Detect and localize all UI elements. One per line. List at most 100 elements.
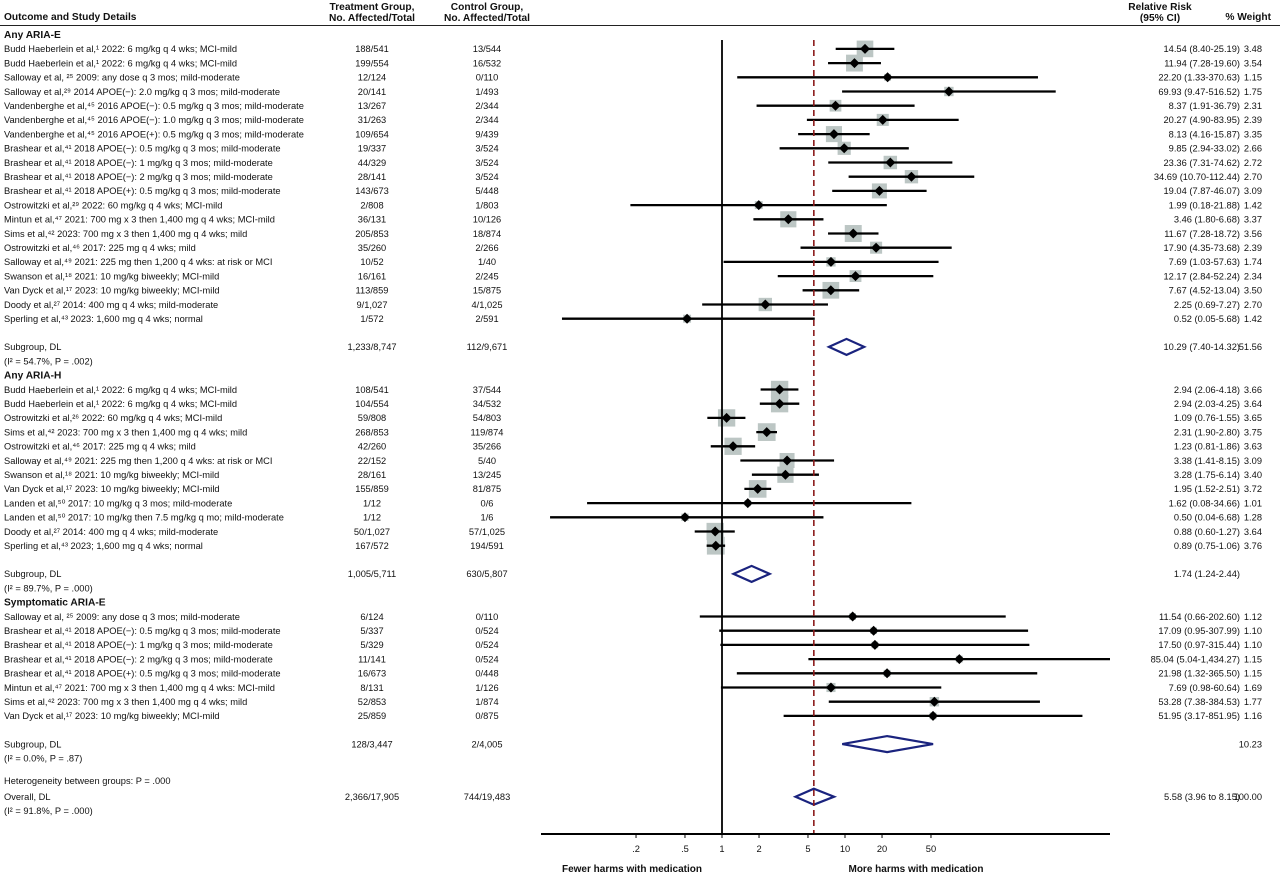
study-rr-ci: 17.50 (0.97-315.44)	[1158, 640, 1240, 650]
subgroup-treatment-count: 1,233/8,747	[347, 342, 396, 352]
study-control-count: 1/803	[475, 200, 498, 210]
study-treatment-count: 36/131	[358, 215, 386, 225]
header-treatment-line2: No. Affected/Total	[329, 13, 415, 24]
forest-rows: Any ARIA-E Budd Haeberlein et al,¹ 2022: …	[4, 30, 1262, 854]
subgroup-heterogeneity: (I² = 54.7%, P = .002)	[4, 356, 93, 366]
overall-control-count: 744/19,483	[464, 792, 511, 802]
subgroup-control-count: 630/5,807	[466, 569, 507, 579]
study-treatment-count: 35/260	[358, 243, 386, 253]
study-rr-ci: 85.04 (5.04-1,434.27)	[1151, 654, 1240, 664]
study-rr-ci: 17.90 (4.35-73.68)	[1164, 243, 1241, 253]
study-weight: 3.66	[1244, 385, 1262, 395]
study-label: Ostrowitzki et al,⁴⁶ 2017: 225 mg q 4 wk…	[4, 243, 196, 253]
study-control-count: 4/1,025	[471, 300, 502, 310]
study-weight: 1.74	[1244, 257, 1262, 267]
study-control-count: 1/874	[475, 697, 498, 707]
study-point	[682, 313, 693, 324]
header-weight: % Weight	[1225, 12, 1271, 23]
study-point	[780, 469, 791, 480]
footer-fewer-harms: Fewer harms with medication	[562, 864, 702, 874]
study-weight: 3.54	[1244, 58, 1262, 68]
x-tick-label: 1	[719, 844, 724, 854]
study-label: Vandenberghe et al,⁴⁵ 2016 APOE(−): 1.0 …	[4, 115, 304, 125]
study-control-count: 194/591	[470, 541, 504, 551]
study-weight: 2.70	[1244, 300, 1262, 310]
study-rr-ci: 7.67 (4.52-13.04)	[1169, 286, 1240, 296]
study-rr-ci: 17.09 (0.95-307.99)	[1158, 626, 1240, 636]
header-control-line1: Control Group,	[451, 2, 524, 13]
study-weight: 3.65	[1244, 413, 1262, 423]
study-point	[753, 200, 764, 211]
study-rr-ci: 12.17 (2.84-52.24)	[1164, 271, 1241, 281]
study-rr-ci: 51.95 (3.17-851.95)	[1158, 711, 1240, 721]
study-rr-ci: 14.54 (8.40-25.19)	[1164, 44, 1241, 54]
study-point	[847, 611, 858, 622]
study-weight: 1.16	[1244, 711, 1262, 721]
study-label: Salloway et al, ²⁵ 2009: any dose q 3 mo…	[4, 73, 240, 83]
study-treatment-count: 143/673	[355, 186, 389, 196]
study-point	[761, 427, 772, 438]
study-weight: 3.72	[1244, 484, 1262, 494]
study-rr-ci: 2.31 (1.90-2.80)	[1174, 427, 1240, 437]
study-weight: 3.75	[1244, 427, 1262, 437]
study-control-count: 0/524	[475, 640, 498, 650]
study-control-count: 5/448	[475, 186, 498, 196]
study-point	[859, 43, 870, 54]
study-control-count: 1/493	[475, 87, 498, 97]
overall-treatment-count: 2,366/17,905	[345, 792, 399, 802]
study-control-count: 16/532	[473, 58, 501, 68]
study-point	[782, 455, 793, 466]
study-point	[760, 299, 771, 310]
study-treatment-count: 1/12	[363, 513, 381, 523]
study-weight: 2.34	[1244, 271, 1262, 281]
study-label: Sims et al,⁴² 2023: 700 mg x 3 then 1,40…	[4, 427, 247, 437]
subgroup-heterogeneity: (I² = 89.7%, P = .000)	[4, 583, 93, 593]
study-control-count: 1/6	[481, 513, 494, 523]
study-control-count: 0/6	[481, 498, 494, 508]
study-label: Swanson et al,¹⁸ 2021: 10 mg/kg biweekly…	[4, 470, 219, 480]
subgroup-diamond	[826, 337, 867, 357]
study-label: Salloway et al,⁴⁹ 2021: 225 mg then 1,20…	[4, 456, 272, 466]
study-label: Brashear et al,⁴¹ 2018 APOE(+): 0.5 mg/k…	[4, 669, 281, 679]
study-label: Swanson et al,¹⁸ 2021: 10 mg/kg biweekly…	[4, 271, 219, 281]
study-point	[710, 526, 721, 537]
study-control-count: 5/40	[478, 456, 496, 466]
study-label: Salloway et al,⁴⁹ 2021: 225 mg then 1,20…	[4, 257, 272, 267]
study-label: Budd Haeberlein et al,¹ 2022: 6 mg/kg q …	[4, 44, 237, 54]
study-label: Ostrowitzki et al,²⁹ 2022: 60 mg/kg q 4 …	[4, 200, 222, 210]
subgroup-treatment-count: 128/3,447	[351, 739, 392, 749]
study-rr-ci: 11.67 (7.28-18.72)	[1164, 229, 1240, 239]
study-label: Vandenberghe et al,⁴⁵ 2016 APOE(−): 0.5 …	[4, 101, 304, 111]
study-label: Sims et al,⁴² 2023: 700 mg x 3 then 1,40…	[4, 229, 247, 239]
study-treatment-count: 52/853	[358, 697, 386, 707]
study-weight: 3.09	[1244, 186, 1262, 196]
study-control-count: 3/524	[475, 144, 498, 154]
x-tick-label: 50	[926, 844, 936, 854]
study-treatment-count: 1/12	[363, 498, 381, 508]
study-treatment-count: 31/263	[358, 115, 386, 125]
study-control-count: 0/524	[475, 626, 498, 636]
study-weight: 3.09	[1244, 456, 1262, 466]
study-rr-ci: 0.52 (0.05-5.68)	[1174, 314, 1240, 324]
study-weight: 1.10	[1244, 640, 1262, 650]
study-point	[839, 143, 850, 154]
study-weight: 1.15	[1244, 654, 1262, 664]
study-label: Salloway et al,²⁹ 2014 APOE(−): 2.0 mg/k…	[4, 87, 280, 97]
study-control-count: 0/110	[476, 612, 499, 622]
study-weight: 3.64	[1244, 399, 1262, 409]
study-weight: 1.69	[1244, 683, 1262, 693]
study-weight: 3.56	[1244, 229, 1262, 239]
header-control-line2: No. Affected/Total	[444, 13, 530, 24]
study-point	[774, 384, 785, 395]
study-label: Brashear et al,⁴¹ 2018 APOE(−): 0.5 mg/k…	[4, 626, 281, 636]
study-rr-ci: 19.04 (7.87-46.07)	[1164, 186, 1241, 196]
study-control-count: 1/40	[478, 257, 496, 267]
study-label: Vandenberghe et al,⁴⁵ 2016 APOE(+): 0.5 …	[4, 129, 304, 139]
study-weight: 2.72	[1244, 158, 1262, 168]
subgroup-heterogeneity: (I² = 0.0%, P = .87)	[4, 754, 82, 764]
study-point	[871, 242, 882, 253]
study-label: Landen et al,⁵⁰ 2017: 10 mg/kg q 3 mos; …	[4, 498, 232, 508]
study-point	[825, 682, 836, 693]
study-point	[850, 271, 861, 282]
